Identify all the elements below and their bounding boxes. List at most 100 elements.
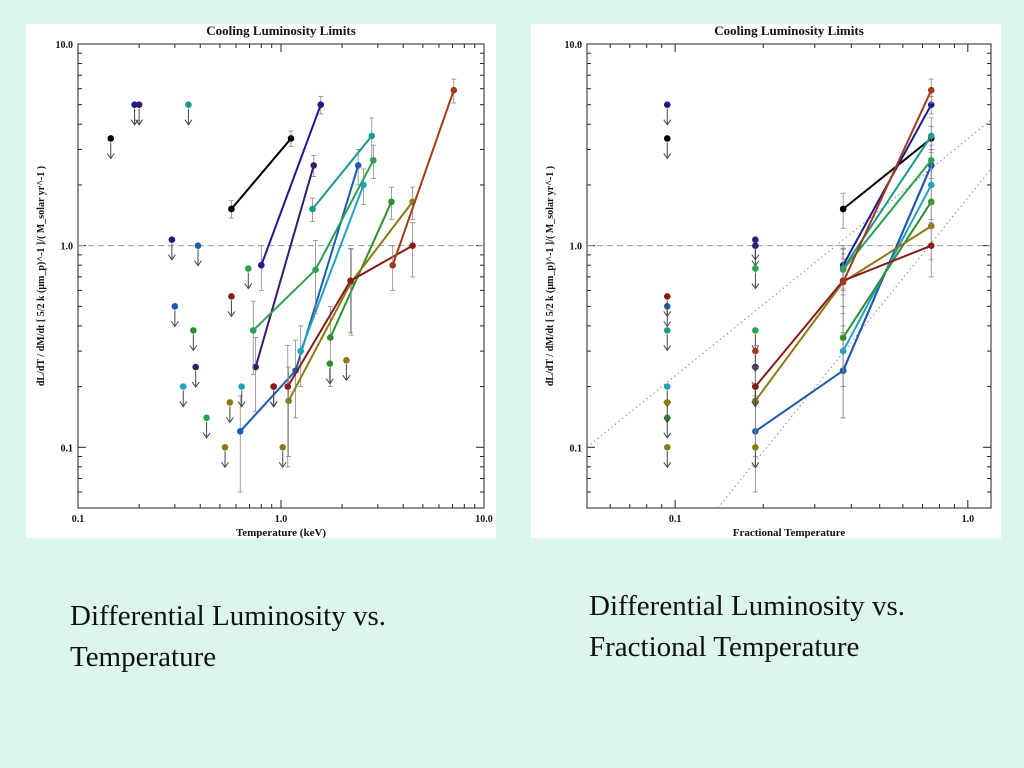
upper-limit-point: [663, 383, 671, 390]
data-point: [409, 242, 416, 249]
y-tick-label: 0.1: [61, 443, 74, 454]
upper-limit-arrowhead: [227, 311, 236, 318]
upper-limit-arrowhead: [342, 375, 351, 382]
upper-limit-point: [192, 363, 199, 371]
upper-limit-arrowhead: [663, 345, 672, 352]
upper-limit-arrowhead: [167, 254, 176, 261]
chart-panel-right: Cooling Luminosity Limits 0.1 1.0 10.0 0.1 1.…: [531, 24, 1001, 538]
data-point: [839, 205, 847, 213]
upper-limit-arrowhead: [325, 378, 334, 385]
upper-limit-arrowhead: [269, 401, 278, 408]
x-tick-label: 0.1: [669, 514, 682, 525]
y-tick-label: 1.0: [61, 242, 74, 253]
x-tick-label: 0.1: [72, 514, 85, 525]
series-line: [260, 104, 322, 266]
upper-limit-point: [752, 265, 759, 272]
data-point: [347, 277, 354, 285]
x-tick-label: 1.0: [962, 514, 975, 525]
caption-left: Differential Luminosity vs. Temperature: [70, 596, 386, 678]
upper-limit-point: [226, 399, 234, 406]
series-line: [842, 137, 932, 210]
upper-limit-arrowhead: [663, 311, 672, 318]
upper-limit-point: [244, 265, 252, 272]
upper-limit-point: [190, 327, 197, 334]
upper-limit-arrowhead: [135, 119, 144, 126]
upper-limit-point: [171, 303, 179, 310]
upper-limit-arrowhead: [751, 254, 760, 261]
upper-limit-arrowhead: [194, 260, 202, 267]
y-axis-label: dL/dT / dM/dt [ 5/2 k (μm_p)^-1 ]/( M_so…: [545, 166, 556, 386]
upper-limit-arrowhead: [202, 432, 211, 439]
upper-limit-arrowhead: [751, 462, 760, 469]
upper-limit-arrowhead: [751, 401, 760, 408]
caption-right-line2: Fractional Temperature: [589, 631, 860, 663]
upper-limit-point: [663, 101, 671, 109]
upper-limit-arrowhead: [663, 417, 672, 424]
data-point: [258, 261, 265, 269]
data-point: [236, 428, 244, 435]
series-line: [299, 184, 365, 352]
upper-limit-arrowhead: [278, 462, 287, 469]
upper-limit-point: [185, 101, 192, 109]
upper-limit-point: [228, 293, 235, 300]
data-point: [927, 181, 935, 189]
upper-limit-arrowhead: [751, 365, 760, 372]
upper-limit-point: [752, 383, 759, 390]
upper-limit-point: [221, 443, 229, 451]
upper-limit-arrowhead: [751, 283, 760, 290]
series-line: [842, 201, 933, 339]
data-point: [389, 261, 396, 269]
data-point: [284, 383, 292, 390]
x-axis-label: Temperature (keV): [236, 527, 326, 538]
data-point: [839, 278, 847, 286]
caption-right-line1: Differential Luminosity vs.: [589, 590, 905, 622]
upper-limit-arrowhead: [191, 381, 200, 388]
upper-limit-arrowhead: [179, 401, 188, 408]
data-point: [368, 132, 376, 140]
data-point: [287, 135, 295, 142]
data-point: [927, 132, 935, 140]
upper-limit-point: [168, 236, 176, 244]
data-point: [312, 266, 319, 273]
y-tick-label: 10.0: [56, 40, 74, 51]
data-point: [388, 198, 395, 206]
data-point: [927, 242, 935, 249]
upper-limit-arrowhead: [106, 153, 115, 160]
upper-limit-arrowhead: [189, 345, 198, 352]
caption-left-line1: Differential Luminosity vs.: [70, 600, 386, 632]
upper-limit-arrowhead: [663, 153, 672, 160]
upper-limit-point: [135, 101, 143, 109]
plot-frame: [586, 43, 992, 509]
data-point: [249, 327, 257, 334]
upper-limit-arrowhead: [244, 283, 253, 290]
data-point: [450, 86, 458, 94]
upper-limit-point: [279, 443, 287, 451]
data-point: [309, 205, 316, 213]
upper-limit-point: [343, 357, 350, 364]
upper-limit-point: [663, 399, 671, 406]
x-tick-label: 1.0: [275, 514, 288, 525]
upper-limit-point: [179, 383, 187, 390]
upper-limit-point: [663, 135, 671, 142]
upper-limit-point: [663, 443, 671, 451]
data-point: [327, 334, 334, 341]
upper-limit-arrowhead: [663, 119, 672, 126]
series-line: [254, 165, 315, 368]
upper-limit-point: [238, 383, 245, 390]
upper-limit-arrowhead: [221, 462, 229, 469]
luminosity-vs-temperature-chart: Cooling Luminosity Limits 0.1 1.0 10.0 0.1 1.…: [36, 24, 493, 538]
upper-limit-arrowhead: [170, 321, 179, 328]
upper-limit-point: [270, 383, 277, 390]
chart-title: Cooling Luminosity Limits: [714, 24, 864, 38]
chart-title: Cooling Luminosity Limits: [206, 24, 356, 38]
upper-limit-point: [663, 293, 671, 300]
data-point: [317, 101, 325, 109]
series-line: [842, 135, 933, 270]
data-point: [927, 157, 935, 164]
upper-limit-point: [194, 242, 202, 249]
upper-limit-point: [752, 347, 759, 355]
upper-limit-point: [663, 327, 671, 334]
upper-limit-point: [203, 414, 210, 422]
upper-limit-point: [326, 360, 334, 367]
upper-limit-point: [107, 135, 115, 142]
